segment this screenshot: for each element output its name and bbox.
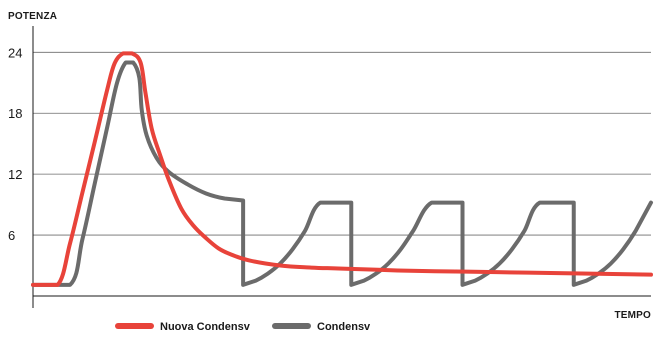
y-axis-title: POTENZA	[8, 11, 57, 22]
grid-layer: 6 12 18 24	[8, 45, 651, 243]
axis-layer	[32, 26, 651, 308]
legend-label: Condensv	[317, 321, 371, 333]
y-tick-label: 18	[8, 106, 22, 121]
legend-layer: Nuova Condensv Condensv	[115, 321, 371, 333]
y-tick-label: 6	[8, 228, 15, 243]
x-axis-title: TEMPO	[614, 310, 651, 321]
y-tick-label: 24	[8, 45, 22, 60]
series-layer	[31, 51, 653, 287]
y-tick-label: 12	[8, 167, 22, 182]
series-line-nuova-condensv	[31, 51, 653, 287]
series-line-condensv	[31, 60, 653, 287]
legend-label: Nuova Condensv	[160, 321, 251, 333]
